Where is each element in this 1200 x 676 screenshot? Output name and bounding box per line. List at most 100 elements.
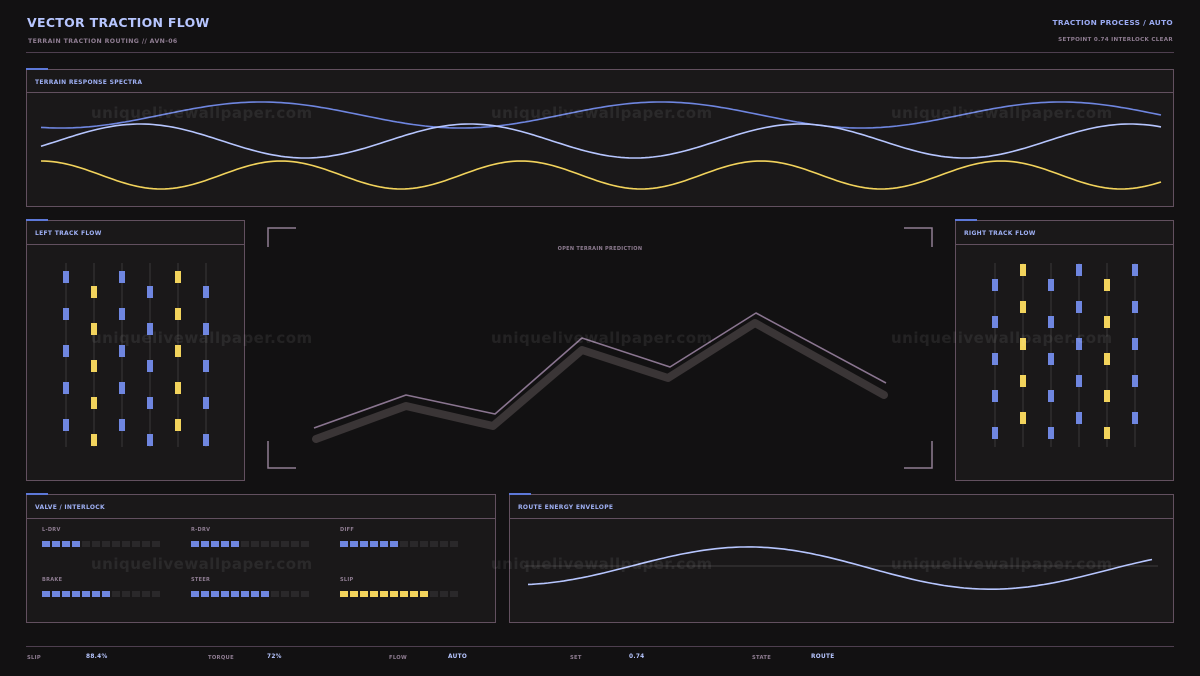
- meter-segment: [201, 541, 209, 547]
- right-track-marker-5-1: [1104, 279, 1110, 291]
- left-track-marker-4-5: [147, 434, 153, 446]
- footer-value-set: 0.74: [629, 654, 645, 660]
- left-track-marker-5-2: [175, 308, 181, 320]
- left-track-accent: [26, 219, 48, 221]
- left-track-flow: [63, 263, 209, 447]
- footer-value-slip: 88.4%: [86, 654, 108, 660]
- meter-label-brake: BRAKE: [42, 577, 63, 583]
- watermark: uniquelivewallpaper.com: [891, 555, 1113, 573]
- page-subtitle: TERRAIN TRACTION ROUTING // AVN-06: [28, 38, 178, 45]
- meter-segment: [82, 541, 90, 547]
- bracket-bottom-right: [904, 441, 933, 469]
- meter-segment: [350, 541, 358, 547]
- meter-segment: [450, 591, 458, 597]
- left-track-marker-1-3: [63, 345, 69, 357]
- meter-r-drv: [191, 541, 309, 547]
- meter-steer: [191, 591, 309, 597]
- meter-segment: [92, 541, 100, 547]
- meter-segment: [291, 541, 299, 547]
- right-track-marker-6-2: [1132, 301, 1138, 313]
- left-track-marker-5-4: [175, 382, 181, 394]
- meter-segment: [201, 591, 209, 597]
- route-accent: [509, 493, 531, 495]
- header-divider: [26, 52, 1174, 53]
- left-track-marker-1-5: [63, 419, 69, 431]
- left-track-marker-6-1: [203, 286, 209, 298]
- meter-segment: [420, 541, 428, 547]
- route-title: ROUTE ENERGY ENVELOPE: [518, 504, 614, 511]
- meter-segment: [251, 541, 259, 547]
- left-track-marker-3-1: [119, 271, 125, 283]
- spectra-waves: [40, 101, 1162, 190]
- meter-segment: [400, 541, 408, 547]
- left-track-title: LEFT TRACK FLOW: [35, 230, 102, 237]
- right-track-marker-1-2: [992, 316, 998, 328]
- watermark: uniquelivewallpaper.com: [91, 329, 313, 347]
- right-track-marker-2-1: [1020, 264, 1026, 276]
- meter-segment: [82, 591, 90, 597]
- meter-segment: [291, 591, 299, 597]
- spectra-title: TERRAIN RESPONSE SPECTRA: [35, 79, 143, 86]
- meter-segment: [360, 541, 368, 547]
- right-track-marker-5-3: [1104, 353, 1110, 365]
- right-track-marker-2-2: [1020, 301, 1026, 313]
- meter-segment: [42, 591, 50, 597]
- meter-segment: [410, 541, 418, 547]
- left-track-marker-4-3: [147, 360, 153, 372]
- meter-segment: [142, 591, 150, 597]
- meter-segment: [271, 591, 279, 597]
- meter-segment: [271, 541, 279, 547]
- route-header-line: [510, 518, 1173, 519]
- watermark: uniquelivewallpaper.com: [91, 555, 313, 573]
- left-track-marker-6-4: [203, 397, 209, 409]
- right-track-marker-6-5: [1132, 412, 1138, 424]
- meter-segment: [231, 541, 239, 547]
- meter-segment: [370, 541, 378, 547]
- meter-segment: [132, 591, 140, 597]
- right-track-marker-1-5: [992, 427, 998, 439]
- meter-segment: [221, 541, 229, 547]
- meter-l-drv: [42, 541, 160, 547]
- left-track-marker-2-2: [91, 323, 97, 335]
- left-track-marker-5-3: [175, 345, 181, 357]
- right-track-marker-3-4: [1048, 390, 1054, 402]
- route-curve: [527, 546, 1153, 590]
- meter-label-steer: STEER: [191, 577, 211, 583]
- route-panel: [509, 494, 1174, 623]
- route-energy-curve: [524, 546, 1158, 590]
- meter-label-diff: DIFF: [340, 527, 355, 533]
- meter-segment: [191, 541, 199, 547]
- right-track-marker-5-5: [1104, 427, 1110, 439]
- right-track-marker-1-4: [992, 390, 998, 402]
- meter-segment: [340, 541, 348, 547]
- meter-diff: [340, 541, 458, 547]
- right-track-panel: [955, 220, 1174, 481]
- spectra-wave-1: [40, 101, 1162, 129]
- right-track-header-line: [956, 244, 1173, 245]
- meter-segment: [231, 591, 239, 597]
- right-track-marker-6-3: [1132, 338, 1138, 350]
- meter-segment: [52, 591, 60, 597]
- watermark: uniquelivewallpaper.com: [491, 555, 713, 573]
- right-track-marker-6-4: [1132, 375, 1138, 387]
- center-title: OPEN TERRAIN PREDICTION: [557, 246, 643, 252]
- right-track-marker-3-3: [1048, 353, 1054, 365]
- left-track-marker-3-3: [119, 345, 125, 357]
- meter-segment: [112, 591, 120, 597]
- left-track-marker-6-3: [203, 360, 209, 372]
- meter-segment: [191, 591, 199, 597]
- meter-brake: [42, 591, 160, 597]
- meter-segment: [450, 541, 458, 547]
- meter-segment: [410, 591, 418, 597]
- left-track-marker-6-5: [203, 434, 209, 446]
- meter-segment: [360, 591, 368, 597]
- left-track-marker-4-1: [147, 286, 153, 298]
- watermark: uniquelivewallpaper.com: [891, 329, 1113, 347]
- left-track-marker-1-1: [63, 271, 69, 283]
- meter-segment: [132, 541, 140, 547]
- spectra-wave-3: [40, 160, 1162, 190]
- left-track-marker-2-1: [91, 286, 97, 298]
- meter-segment: [72, 591, 80, 597]
- meter-segment: [430, 591, 438, 597]
- right-track-marker-3-2: [1048, 316, 1054, 328]
